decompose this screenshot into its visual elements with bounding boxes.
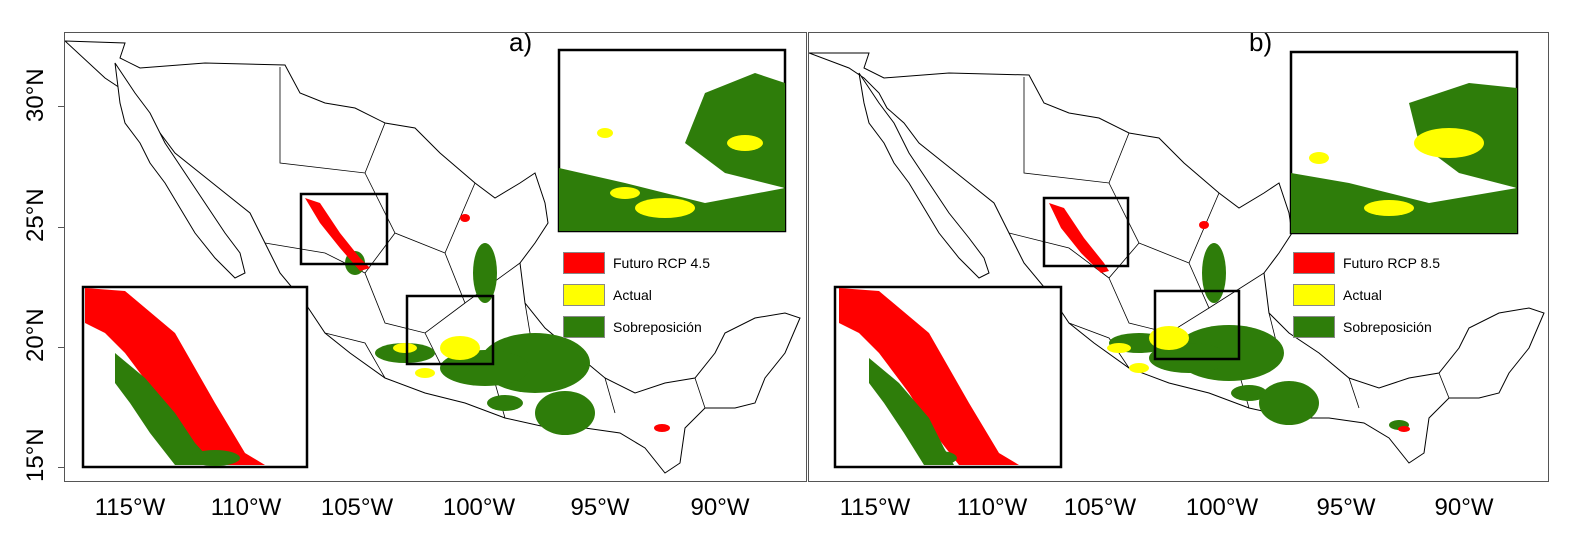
x-tick-a-90: 90°W (690, 494, 750, 521)
legend-item: Sobreposición (1293, 311, 1440, 343)
state-border (1023, 77, 1130, 184)
state-border (364, 232, 466, 334)
swatch-actual (563, 284, 605, 306)
swatch-overlap (563, 316, 605, 338)
inset-bottom-a (81, 285, 309, 469)
swatch-future (563, 252, 605, 274)
y-tick-30: 30°N (22, 68, 49, 122)
swatch-actual (1293, 284, 1335, 306)
x-tick-b-100: 100°W (1185, 494, 1259, 521)
y-tick-mark (58, 227, 64, 228)
x-tick-b-110: 110°W (956, 494, 1028, 521)
distribution-actual (1107, 326, 1189, 373)
inset-box-a1 (299, 192, 389, 266)
x-tick-a-105: 105°W (320, 494, 394, 521)
map-panel-b: b) Futuro RCP 8.5 Actual Sobreposición (808, 32, 1549, 482)
state-border (694, 377, 706, 409)
state-border (1348, 377, 1360, 409)
legend-b: Futuro RCP 8.5 Actual Sobreposición (1293, 247, 1440, 343)
inset-bottom-b (833, 285, 1063, 469)
legend-item: Actual (563, 279, 710, 311)
inset-box-b1 (1042, 196, 1130, 268)
state-border (1068, 322, 1130, 369)
y-tick-15: 15°N (22, 428, 49, 482)
mexico-map-b (809, 50, 1545, 469)
distribution-overlap (1109, 243, 1409, 430)
panel-label-a: a) (509, 32, 533, 57)
state-border (1008, 232, 1110, 279)
mexico-map-a (65, 40, 801, 474)
y-tick-mark (58, 347, 64, 348)
inset-box-a2 (405, 294, 495, 366)
state-border (1438, 372, 1450, 399)
x-tick-a-110: 110°W (210, 494, 282, 521)
baja-peninsula (858, 72, 990, 279)
legend-label: Futuro RCP 4.5 (613, 255, 711, 271)
y-tick-25: 25°N (22, 188, 49, 242)
mexico-outline (65, 40, 801, 474)
state-border (324, 332, 386, 379)
legend-label: Sobreposición (1343, 319, 1432, 335)
map-panel-a: a) Futuro RCP 4.5 Actual Sobreposición (64, 32, 807, 482)
legend-label: Sobreposición (613, 319, 702, 335)
y-tick-mark (58, 106, 64, 107)
state-border (604, 377, 616, 414)
legend-item: Futuro RCP 8.5 (1293, 247, 1440, 279)
inset-box-b2 (1153, 289, 1241, 361)
x-tick-a-115: 115°W (94, 494, 166, 521)
legend-item: Sobreposición (563, 311, 710, 343)
swatch-overlap (1293, 316, 1335, 338)
distribution-actual (393, 336, 480, 378)
x-tick-a-95: 95°W (570, 494, 630, 521)
legend-item: Actual (1293, 279, 1440, 311)
state-border (279, 67, 386, 174)
legend-label: Futuro RCP 8.5 (1343, 255, 1441, 271)
legend-label: Actual (613, 287, 652, 303)
x-tick-b-95: 95°W (1316, 494, 1376, 521)
x-tick-b-105: 105°W (1063, 494, 1137, 521)
legend-label: Actual (1343, 287, 1382, 303)
distribution-future (1049, 203, 1410, 432)
legend-a: Futuro RCP 4.5 Actual Sobreposición (563, 247, 710, 343)
distribution-future (305, 198, 670, 432)
panel-label-b: b) (1249, 32, 1273, 57)
x-tick-b-90: 90°W (1434, 494, 1494, 521)
baja-peninsula (114, 62, 246, 279)
y-tick-mark (58, 467, 64, 468)
inset-top-b (1289, 50, 1519, 235)
inset-top-a (557, 48, 787, 233)
legend-item: Futuro RCP 4.5 (563, 247, 710, 279)
y-tick-20: 20°N (22, 308, 49, 362)
swatch-future (1293, 252, 1335, 274)
x-tick-b-115: 115°W (839, 494, 911, 521)
x-tick-a-100: 100°W (442, 494, 516, 521)
